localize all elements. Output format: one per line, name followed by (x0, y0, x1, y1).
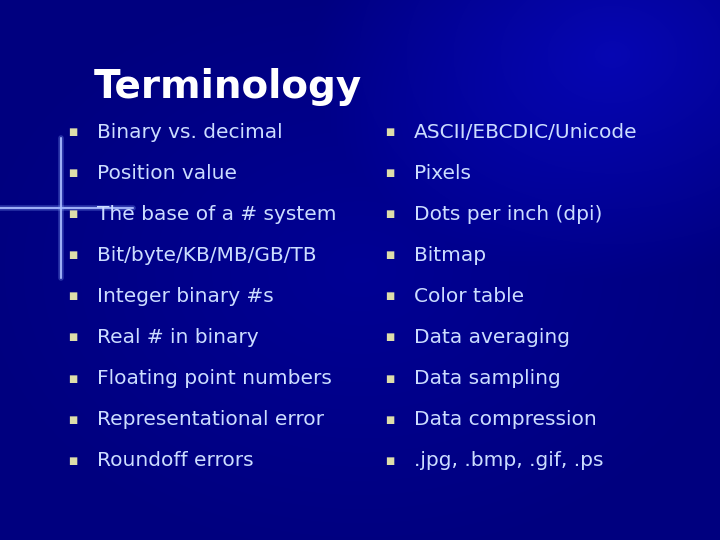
Text: Data compression: Data compression (414, 410, 597, 429)
Text: ASCII/EBCDIC/Unicode: ASCII/EBCDIC/Unicode (414, 123, 638, 142)
Text: Data averaging: Data averaging (414, 328, 570, 347)
Text: ■: ■ (385, 374, 395, 383)
Text: Dots per inch (dpi): Dots per inch (dpi) (414, 205, 603, 224)
Text: Floating point numbers: Floating point numbers (97, 369, 332, 388)
Text: ■: ■ (385, 210, 395, 219)
Text: Data sampling: Data sampling (414, 369, 561, 388)
Text: ■: ■ (68, 456, 78, 465)
Text: ■: ■ (385, 456, 395, 465)
Text: Color table: Color table (414, 287, 524, 306)
Text: The base of a # system: The base of a # system (97, 205, 337, 224)
Text: Roundoff errors: Roundoff errors (97, 451, 254, 470)
Text: Representational error: Representational error (97, 410, 324, 429)
Text: Real # in binary: Real # in binary (97, 328, 258, 347)
Text: Bitmap: Bitmap (414, 246, 486, 265)
Text: ■: ■ (68, 374, 78, 383)
Text: ■: ■ (68, 210, 78, 219)
Text: ■: ■ (68, 251, 78, 260)
Text: .jpg, .bmp, .gif, .ps: .jpg, .bmp, .gif, .ps (414, 451, 603, 470)
Text: Bit/byte/KB/MB/GB/TB: Bit/byte/KB/MB/GB/TB (97, 246, 317, 265)
Text: Position value: Position value (97, 164, 237, 183)
Text: ■: ■ (385, 127, 395, 137)
Text: Binary vs. decimal: Binary vs. decimal (97, 123, 283, 142)
Text: ■: ■ (385, 251, 395, 260)
Text: Terminology: Terminology (94, 68, 362, 105)
Text: ■: ■ (385, 333, 395, 342)
Text: ■: ■ (68, 333, 78, 342)
Text: Pixels: Pixels (414, 164, 471, 183)
Text: ■: ■ (385, 292, 395, 301)
Text: ■: ■ (68, 292, 78, 301)
Text: ■: ■ (68, 127, 78, 137)
Text: ■: ■ (68, 415, 78, 424)
Text: Integer binary #s: Integer binary #s (97, 287, 274, 306)
Text: ■: ■ (68, 168, 78, 178)
Text: ■: ■ (385, 168, 395, 178)
Text: ■: ■ (385, 415, 395, 424)
